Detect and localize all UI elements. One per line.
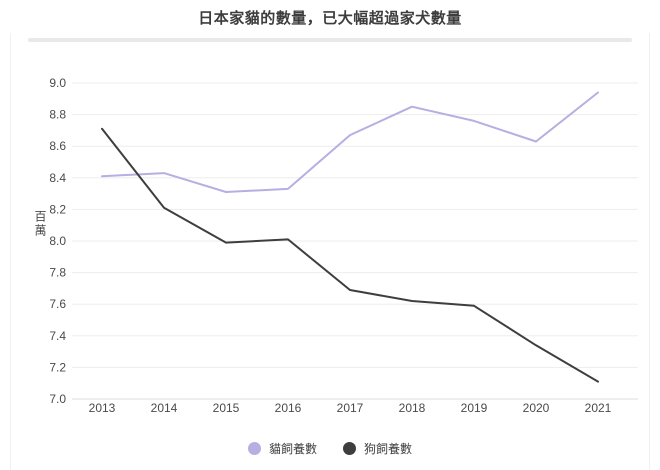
x-tick-label: 2014 [151, 401, 178, 415]
x-tick-label: 2018 [399, 401, 426, 415]
dog-legend-dot [343, 441, 356, 455]
legend-item-cat[interactable]: 貓飼養數 [247, 440, 317, 457]
x-tick-label: 2017 [337, 401, 364, 415]
y-tick-label: 9.0 [49, 76, 66, 90]
x-tick-label: 2021 [585, 401, 612, 415]
legend-label-dog: 狗飼養數 [364, 441, 413, 456]
legend-label-cat: 貓飼養數 [268, 441, 317, 456]
y-tick-label: 7.4 [49, 329, 66, 343]
y-tick-label: 8.6 [49, 139, 66, 153]
y-tick-label: 8.0 [49, 234, 66, 248]
y-tick-label: 7.8 [49, 266, 66, 280]
x-tick-label: 2016 [275, 401, 302, 415]
y-tick-label: 7.6 [49, 297, 66, 311]
legend-item-dog[interactable]: 狗飼養數 [343, 440, 412, 457]
y-tick-label: 7.0 [49, 392, 66, 406]
cat-legend-dot [247, 441, 261, 455]
chart-title: 日本家貓的數量，已大幅超過家犬數量 [198, 10, 462, 27]
y-tick-label: 8.8 [49, 108, 66, 122]
chart-legend: 貓飼養數 狗飼養數 [0, 436, 660, 460]
title-divider [28, 38, 632, 42]
x-tick-label: 2019 [461, 401, 488, 415]
y-tick-label: 7.2 [49, 360, 66, 374]
y-tick-label: 8.2 [49, 202, 66, 216]
y-tick-label: 8.4 [49, 171, 66, 185]
x-tick-label: 2020 [523, 401, 550, 415]
dog-series-line[interactable] [101, 127, 599, 383]
y-axis-title: 百萬 [33, 210, 47, 238]
cat-series-line[interactable] [101, 91, 599, 193]
x-tick-label: 2013 [89, 401, 116, 415]
x-tick-label: 2015 [213, 401, 240, 415]
chart-card-frame [10, 33, 650, 470]
